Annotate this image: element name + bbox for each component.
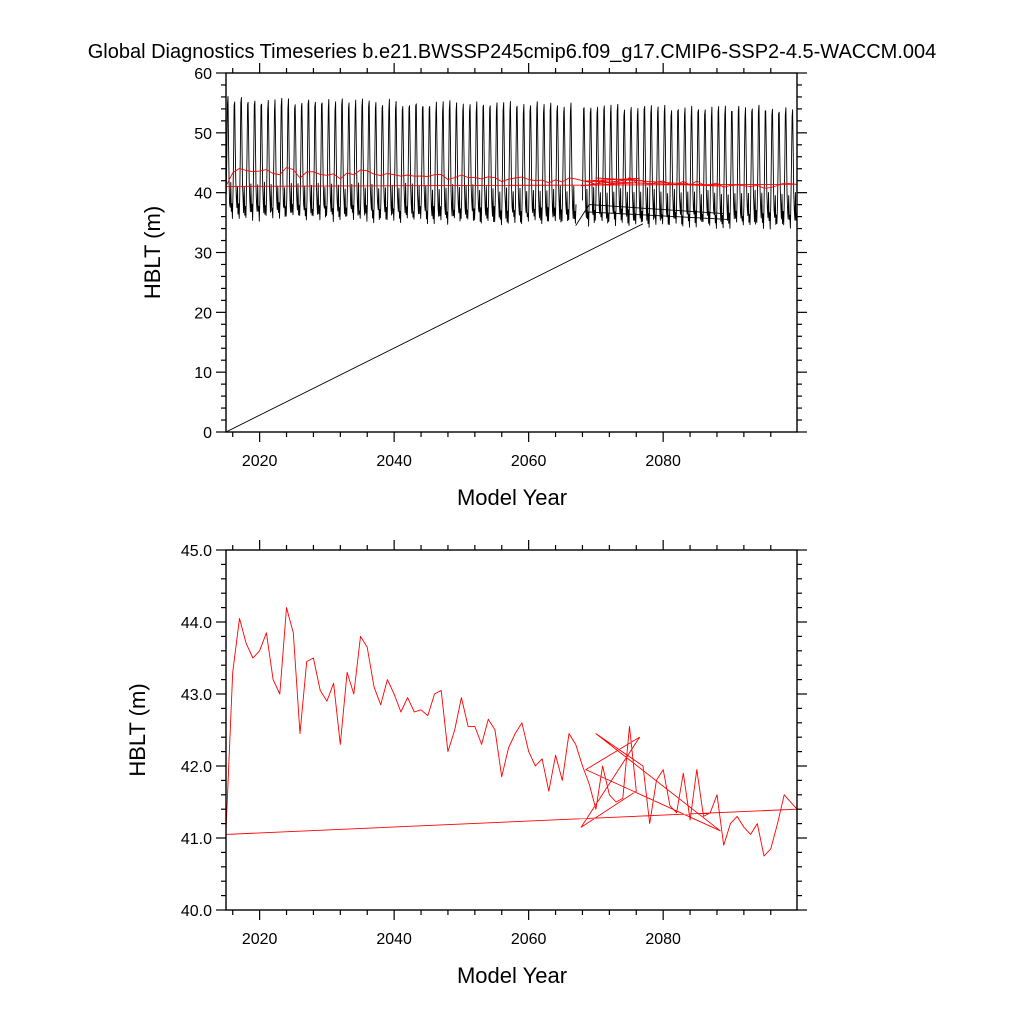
y-tick-label: 40 <box>194 186 212 203</box>
y-tick-label: 41.0 <box>181 831 212 848</box>
plot-frame <box>225 549 798 911</box>
x-tick-label: 2080 <box>645 931 681 948</box>
y-tick-label: 43.0 <box>181 687 212 704</box>
series-monthly-segment-1 <box>582 103 797 230</box>
series-monthly-segment-0 <box>226 95 577 226</box>
y-axis-label: HBLT (m) <box>140 206 165 299</box>
x-tick-label: 2020 <box>242 931 278 948</box>
series-annual-mean-line <box>226 607 797 857</box>
y-tick-label: 42.0 <box>181 759 212 776</box>
bottom-panel: 2020 2040 2060 2080 40.0 41.0 42.0 43.0 44.0 45.0… <box>125 540 807 988</box>
y-tick-label: 45.0 <box>181 543 212 560</box>
x-axis-label: Model Year <box>457 485 567 510</box>
y-tick-label: 0 <box>203 425 212 442</box>
x-tick-label: 2040 <box>376 453 412 470</box>
series-annual-mean-line <box>226 167 797 189</box>
y-tick-label: 50 <box>194 126 212 143</box>
x-tick-label: 2060 <box>511 453 547 470</box>
x-tick-label: 2040 <box>376 931 412 948</box>
x-tick-label: 2060 <box>511 931 547 948</box>
y-axis-label: HBLT (m) <box>125 683 150 776</box>
y-tick-label: 44.0 <box>181 615 212 632</box>
series-monthly-wrap-line-2 <box>585 211 731 221</box>
plot-area <box>226 95 797 432</box>
y-tick-label: 20 <box>194 305 212 322</box>
plot-area <box>226 607 797 857</box>
x-tick-label: 2080 <box>645 453 681 470</box>
y-tick-label: 60 <box>194 66 212 83</box>
x-axis-label: Model Year <box>457 963 567 988</box>
y-tick-label: 10 <box>194 365 212 382</box>
y-tick-label: 30 <box>194 246 212 263</box>
figure-title: Global Diagnostics Timeseries b.e21.BWSS… <box>88 41 937 63</box>
series-monthly-wrap-line-0 <box>226 223 644 432</box>
y-tick-label: 40.0 <box>181 903 212 920</box>
series-monthly-wrap-line-1 <box>575 204 724 226</box>
x-tick-label: 2020 <box>242 453 278 470</box>
top-panel: 2020 2040 2060 2080 0 10 20 30 40 50 60 Model Year H… <box>140 63 807 510</box>
